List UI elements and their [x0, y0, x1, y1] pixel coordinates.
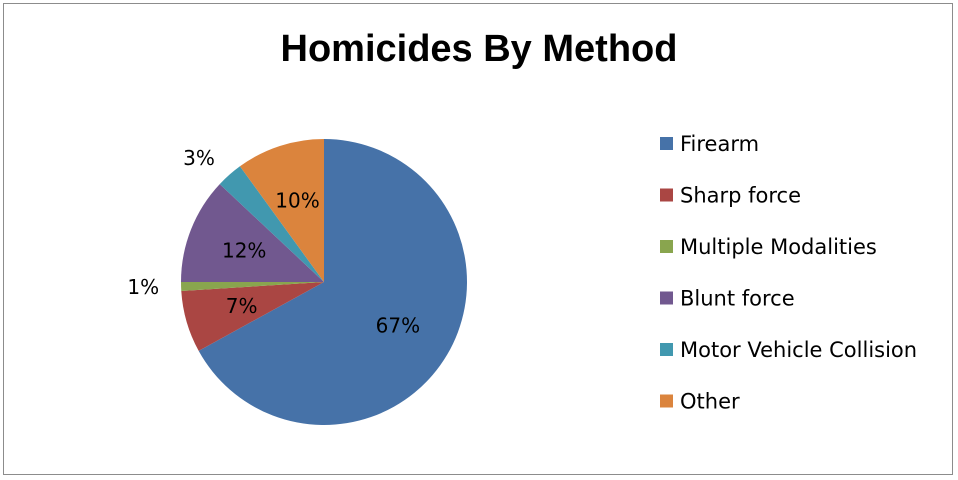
legend-item-multiple-modalities: Multiple Modalities [660, 235, 877, 259]
data-label-other: 10% [275, 188, 319, 212]
data-label-multiple-modalities: 1% [127, 275, 159, 299]
legend-label-blunt-force: Blunt force [680, 287, 795, 311]
data-label-firearm: 67% [376, 314, 420, 338]
chart-frame [3, 3, 953, 475]
slice-multiple-modalities [181, 282, 324, 291]
legend-label-firearm: Firearm [680, 132, 759, 156]
legend-label-multiple-modalities: Multiple Modalities [680, 235, 877, 259]
slice-firearm [198, 139, 467, 426]
chart-title: Homicides By Method [280, 28, 678, 70]
legend-swatch-other [660, 394, 673, 408]
legend-item-sharp-force: Sharp force [660, 184, 801, 208]
legend-item-other: Other [660, 390, 740, 414]
data-label-blunt-force: 12% [222, 238, 266, 262]
legend-swatch-motor-vehicle-collision [660, 343, 673, 356]
legend-label-sharp-force: Sharp force [680, 184, 801, 208]
legend-swatch-multiple-modalities [660, 240, 673, 253]
legend-label-other: Other [680, 390, 740, 414]
legend-item-blunt-force: Blunt force [660, 287, 795, 311]
slice-sharp-force [181, 282, 324, 351]
legend-swatch-blunt-force [660, 291, 673, 305]
data-label-motor-vehicle-collision: 3% [183, 146, 215, 170]
legend-swatch-sharp-force [660, 188, 673, 202]
legend-item-motor-vehicle-collision: Motor Vehicle Collision [660, 338, 917, 362]
slice-motor-vehicle-collision [219, 166, 324, 282]
slice-other [239, 139, 324, 282]
legend-item-firearm: Firearm [660, 132, 759, 156]
data-label-sharp-force: 7% [226, 294, 258, 318]
legend-swatch-firearm [660, 137, 673, 150]
legend-label-motor-vehicle-collision: Motor Vehicle Collision [680, 338, 917, 362]
slice-blunt-force [181, 184, 324, 282]
